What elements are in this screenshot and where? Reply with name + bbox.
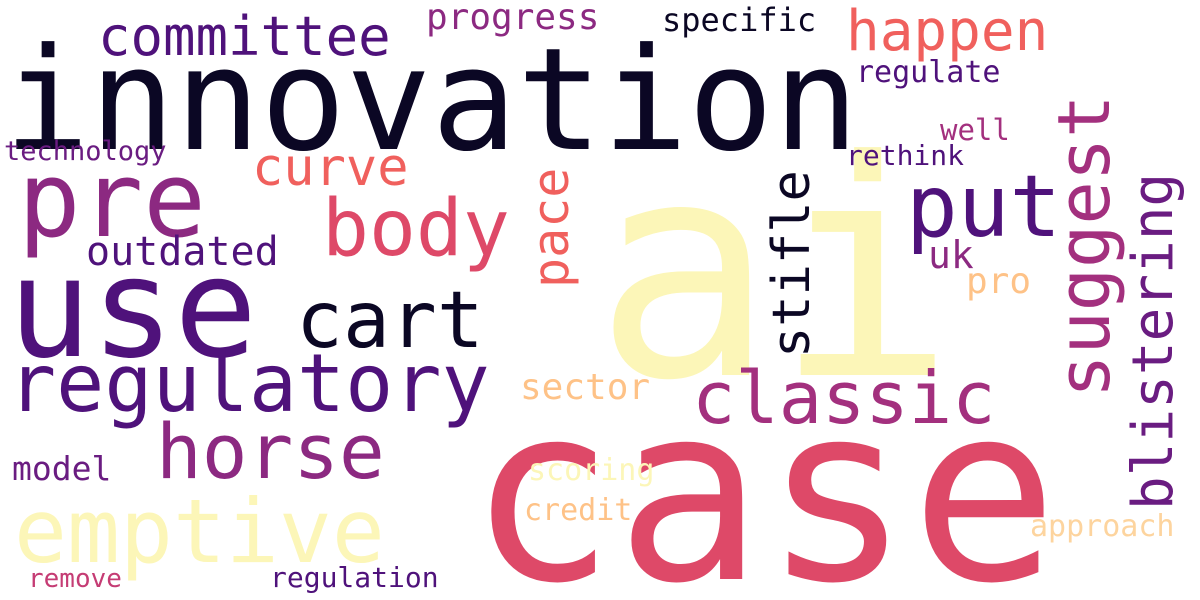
word-regulate: regulate bbox=[856, 55, 1001, 90]
word-case: case bbox=[468, 352, 1059, 600]
word-innovation: innovation bbox=[4, 18, 859, 183]
word-curve: curve bbox=[252, 138, 409, 198]
word-pro: pro bbox=[966, 261, 1032, 302]
word-uk: uk bbox=[928, 233, 974, 277]
word-pre: pre bbox=[18, 139, 206, 261]
word-horse: horse bbox=[156, 407, 385, 496]
word-happen: happen bbox=[846, 0, 1049, 64]
word-emptive: emptive bbox=[14, 480, 385, 583]
word-classic: classic bbox=[692, 356, 996, 440]
word-blistering: blistering bbox=[1121, 172, 1186, 510]
word-credit: credit bbox=[524, 493, 633, 528]
word-model: model bbox=[12, 449, 112, 488]
word-ai: ai bbox=[594, 97, 956, 446]
word-approach: approach bbox=[1030, 509, 1175, 544]
word-well: well bbox=[940, 113, 1010, 147]
word-regulatory: regulatory bbox=[8, 337, 490, 430]
word-remove: remove bbox=[28, 564, 122, 594]
word-regulation: regulation bbox=[270, 561, 439, 594]
word-scoring: scoring bbox=[528, 453, 655, 488]
word-body: body bbox=[322, 184, 510, 274]
word-outdated: outdated bbox=[86, 229, 279, 275]
word-sector: sector bbox=[520, 367, 651, 408]
word-progress: progress bbox=[426, 0, 600, 38]
word-suggest: suggest bbox=[1042, 94, 1126, 398]
word-stifle: stifle bbox=[762, 170, 822, 358]
word-technology: technology bbox=[4, 136, 167, 167]
word-put: put bbox=[906, 157, 1062, 257]
word-cart: cart bbox=[296, 276, 484, 366]
word-committee: committee bbox=[98, 5, 391, 68]
word-rethink: rethink bbox=[846, 139, 965, 172]
word-pace: pace bbox=[522, 167, 580, 288]
word-use: use bbox=[8, 228, 258, 389]
word-specific: specific bbox=[662, 1, 817, 39]
